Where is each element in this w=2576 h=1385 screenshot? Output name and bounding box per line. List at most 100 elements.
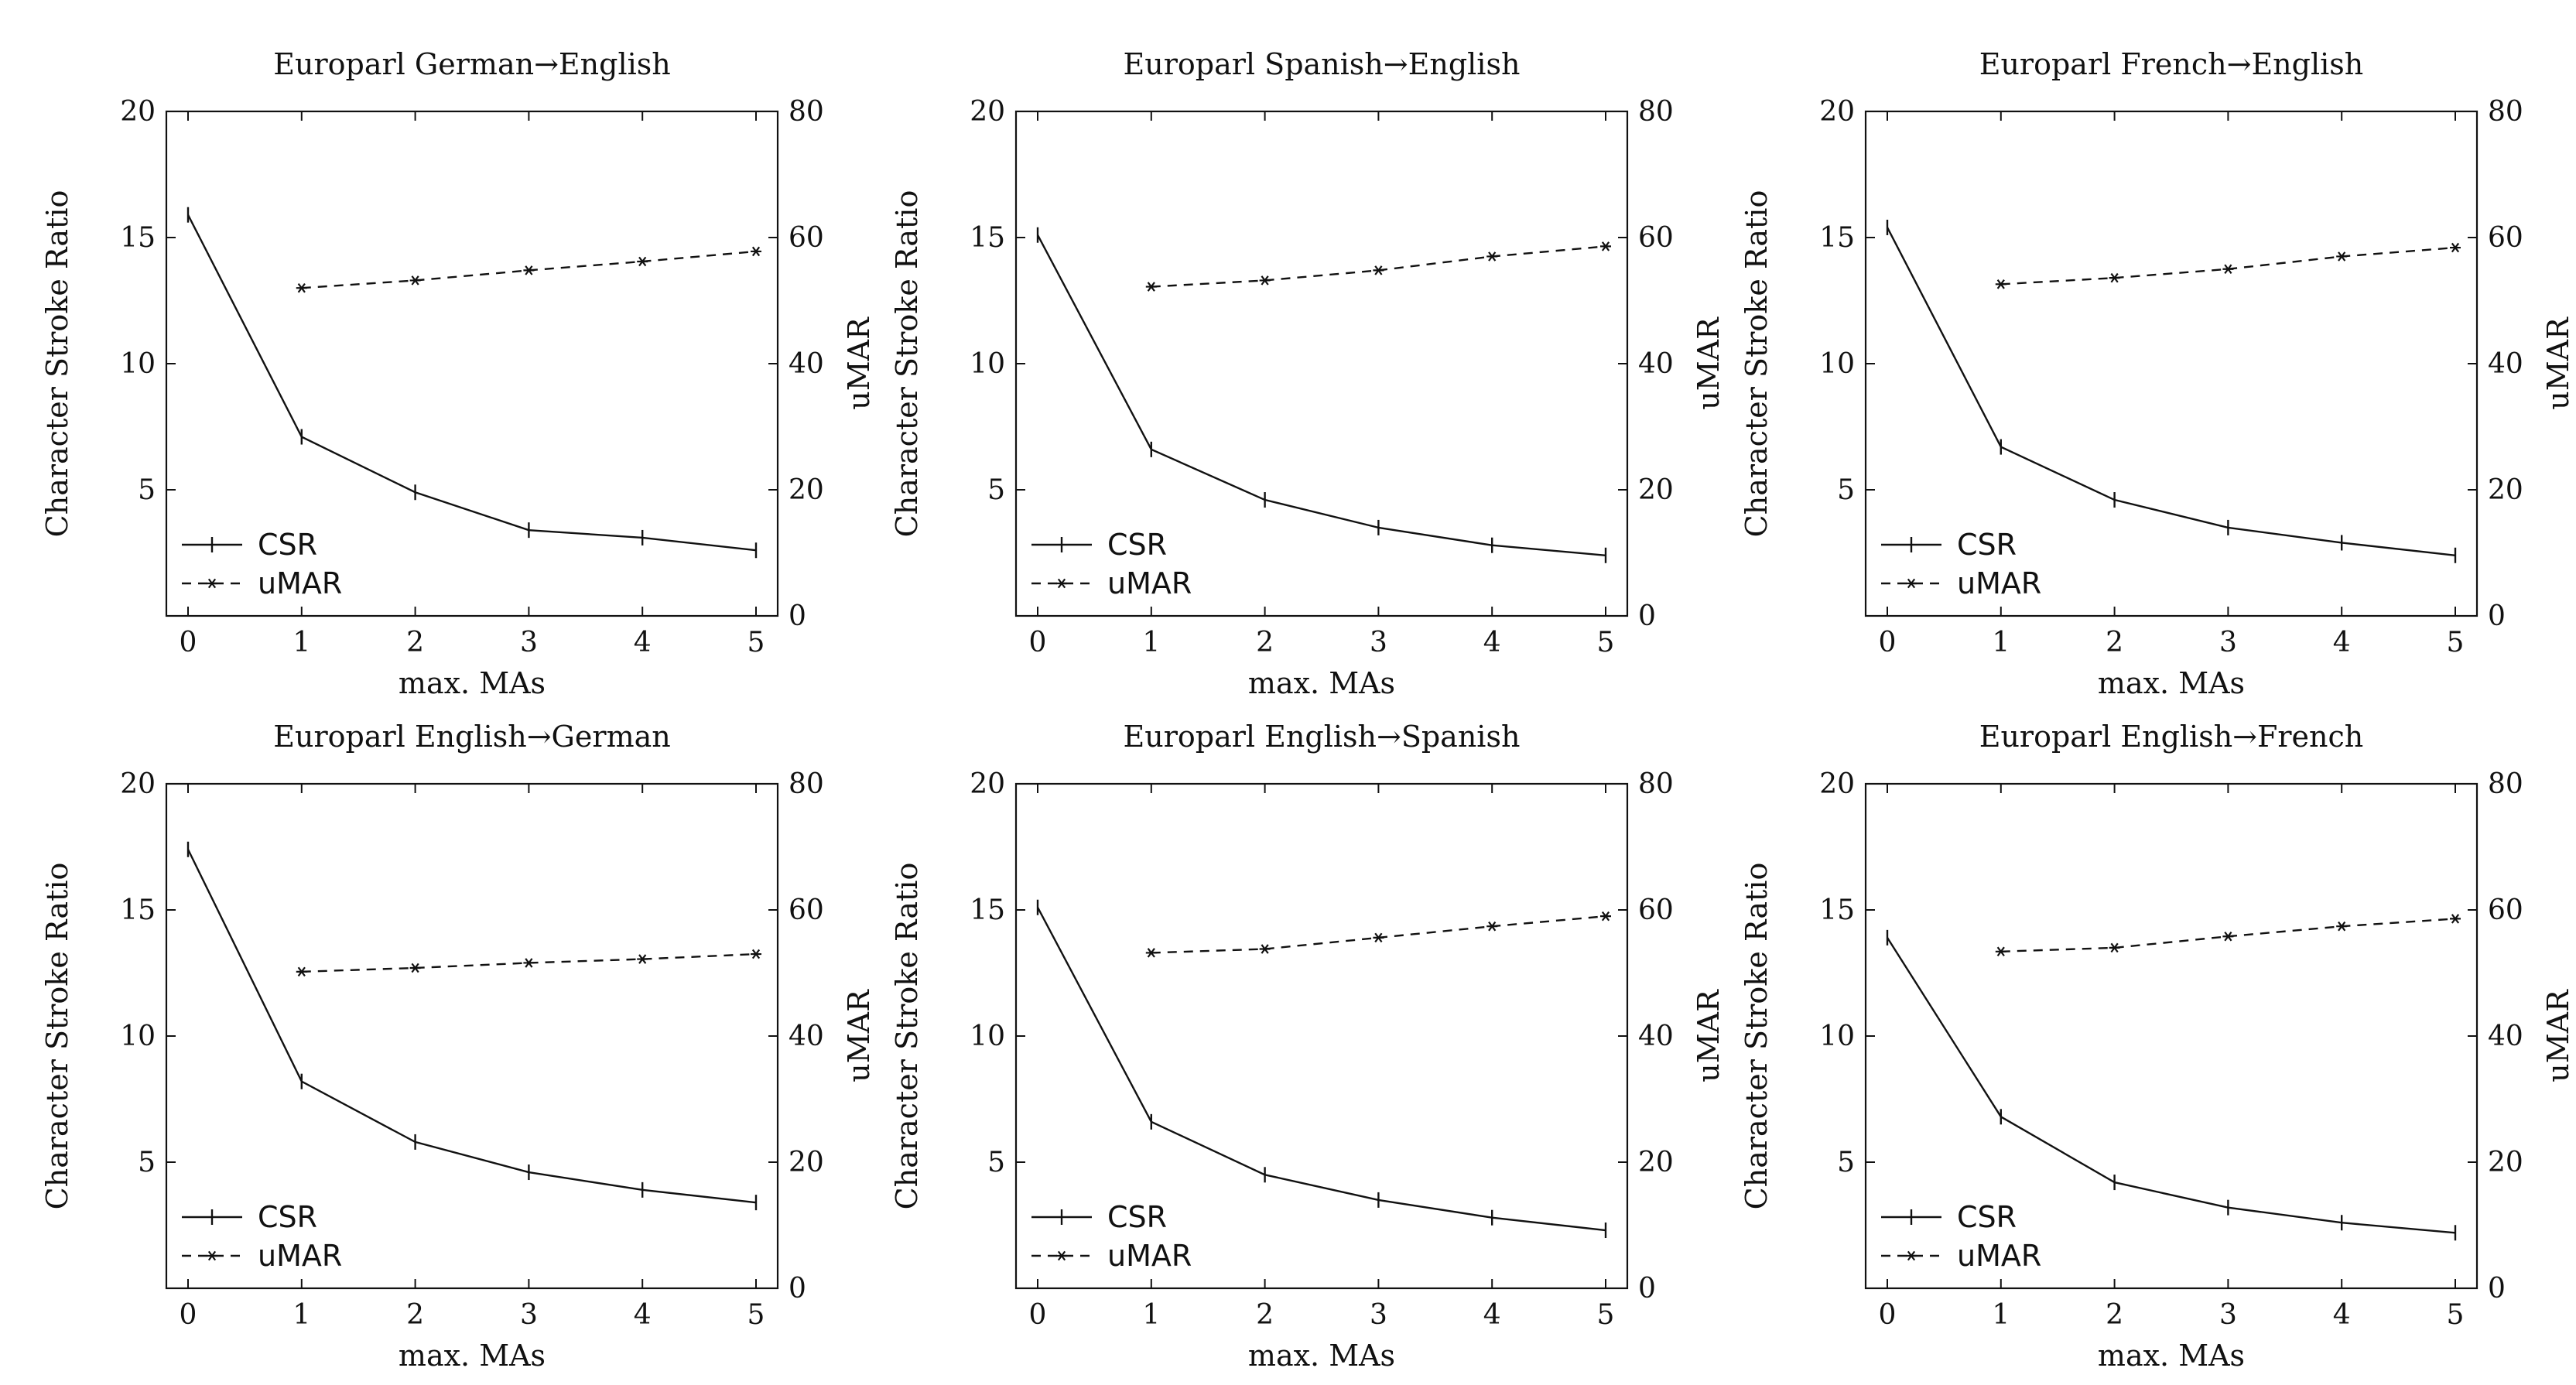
y-tick-label: 15 <box>970 894 1005 926</box>
x-tick-label: 3 <box>1370 627 1387 658</box>
x-tick-label: 4 <box>634 627 652 658</box>
y2-axis-label: uMAR <box>1692 316 1726 410</box>
y2-tick-label: 80 <box>1638 768 1674 800</box>
y2-tick-label: 0 <box>2488 600 2506 632</box>
x-tick-label: 0 <box>1879 627 1897 658</box>
legend-marker-umar <box>1056 1250 1067 1261</box>
x-tick-label: 1 <box>1992 1299 2010 1331</box>
data-point-umar <box>751 949 761 959</box>
data-point-umar <box>1600 911 1611 922</box>
data-point-umar <box>751 246 761 257</box>
x-tick-label: 4 <box>1483 1299 1501 1331</box>
data-point-umar <box>2336 251 2348 262</box>
series-line-umar <box>1151 915 1606 954</box>
y-tick-label: 10 <box>970 1021 1005 1052</box>
y2-tick-label: 20 <box>1638 1147 1674 1178</box>
x-tick-label: 4 <box>1483 627 1501 658</box>
legend-label-csr: CSR <box>1107 1200 1167 1234</box>
y-tick-label: 5 <box>138 474 156 506</box>
series-line-csr <box>1886 937 2456 1234</box>
y-tick-label: 5 <box>987 474 1005 506</box>
y-tick-label: 15 <box>1819 222 1855 254</box>
legend-label-umar: uMAR <box>1107 1239 1192 1273</box>
x-tick-label: 0 <box>1879 1299 1897 1331</box>
y2-axis-label: uMAR <box>842 989 876 1082</box>
chart-title: Europarl English→Spanish <box>1124 720 1521 754</box>
x-tick-label: 4 <box>2333 627 2351 658</box>
y-tick-label: 20 <box>120 96 156 128</box>
data-point-umar <box>409 275 421 286</box>
x-tick-label: 0 <box>1029 627 1047 658</box>
y-tick-label: 5 <box>138 1147 156 1178</box>
legend-marker-umar <box>1906 1250 1917 1261</box>
chart-panel-2: Europarl Spanish→English 0 1 2 3 4 5 5 10 15 20 0 20… <box>890 47 1726 700</box>
y-tick-label: 20 <box>970 768 1005 800</box>
legend-label-csr: CSR <box>258 1200 317 1234</box>
y-tick-label: 15 <box>120 222 156 254</box>
y-axis-label: Character Stroke Ratio <box>890 863 924 1210</box>
data-point-umar <box>1373 265 1384 275</box>
x-tick-label: 1 <box>292 1299 310 1331</box>
legend-marker-umar <box>207 578 217 589</box>
x-tick-label: 3 <box>520 627 538 658</box>
y-axis-label: Character Stroke Ratio <box>40 190 74 538</box>
y-axis-label: Character Stroke Ratio <box>890 190 924 538</box>
x-axis-label: max. MAs <box>399 666 546 700</box>
data-point-umar <box>2450 914 2461 924</box>
y2-tick-label: 40 <box>1638 1021 1674 1052</box>
y-tick-label: 20 <box>120 768 156 800</box>
series-line-csr <box>186 849 757 1204</box>
data-point-umar <box>1145 282 1157 292</box>
chart-panel-5: Europarl English→Spanish 0 1 2 3 4 5 5 10 15 20 0 20… <box>890 720 1726 1373</box>
y-tick-label: 10 <box>120 1021 156 1052</box>
chart-title: Europarl French→English <box>1979 47 2364 81</box>
x-axis-label: max. MAs <box>2098 666 2245 700</box>
data-point-umar <box>2222 264 2234 275</box>
data-point-umar <box>637 954 648 964</box>
y2-tick-label: 20 <box>2488 1147 2523 1178</box>
chart-title: Europarl English→French <box>1979 720 2364 754</box>
chart-panel-4: Europarl English→German 0 1 2 3 4 5 5 10 15 20 0 20 4… <box>40 720 876 1373</box>
data-point-umar <box>296 966 307 977</box>
x-tick-label: 5 <box>1597 627 1615 658</box>
y2-tick-label: 20 <box>789 1147 824 1178</box>
data-point-umar <box>409 963 421 973</box>
y2-tick-label: 20 <box>2488 474 2523 506</box>
series-line-csr <box>1036 907 1606 1232</box>
x-axis-label: max. MAs <box>399 1339 546 1373</box>
y2-axis-label: uMAR <box>842 316 876 410</box>
y2-axis-label: uMAR <box>2541 989 2575 1082</box>
y2-tick-label: 80 <box>2488 96 2523 128</box>
x-tick-label: 2 <box>2106 627 2123 658</box>
chart-panel-1: Europarl German→English 0 1 2 3 4 5 5 10 15 20 0 20 4… <box>40 47 876 700</box>
series-line-csr <box>186 214 757 552</box>
x-tick-label: 3 <box>2219 1299 2237 1331</box>
data-point-umar <box>2450 242 2461 253</box>
y-axis-label: Character Stroke Ratio <box>1740 190 1774 538</box>
x-axis-label: max. MAs <box>1248 666 1395 700</box>
x-tick-label: 4 <box>2333 1299 2351 1331</box>
y2-tick-label: 0 <box>789 600 806 632</box>
y-axis-label: Character Stroke Ratio <box>1740 863 1774 1210</box>
y2-tick-label: 20 <box>789 474 824 506</box>
chart-panel-6: Europarl English→French 0 1 2 3 4 5 5 10 15 20 0 20 4… <box>1740 720 2575 1373</box>
x-tick-label: 5 <box>747 1299 765 1331</box>
data-point-umar <box>1259 275 1271 286</box>
data-point-umar <box>1600 241 1611 251</box>
x-tick-label: 1 <box>292 627 310 658</box>
y2-tick-label: 60 <box>789 222 824 254</box>
x-tick-label: 3 <box>520 1299 538 1331</box>
y2-axis-label: uMAR <box>2541 316 2575 410</box>
legend-label-umar: uMAR <box>258 566 342 600</box>
x-axis-label: max. MAs <box>2098 1339 2245 1373</box>
series-line-csr <box>1886 227 2456 556</box>
x-tick-label: 2 <box>1256 627 1274 658</box>
y-tick-label: 10 <box>120 348 156 380</box>
y-axis-label: Character Stroke Ratio <box>40 863 74 1210</box>
data-point-umar <box>2109 272 2120 283</box>
y2-tick-label: 80 <box>2488 768 2523 800</box>
series-line-umar <box>2000 246 2456 286</box>
x-tick-label: 5 <box>1597 1299 1615 1331</box>
legend-label-umar: uMAR <box>1107 566 1192 600</box>
x-tick-label: 1 <box>1992 627 2010 658</box>
